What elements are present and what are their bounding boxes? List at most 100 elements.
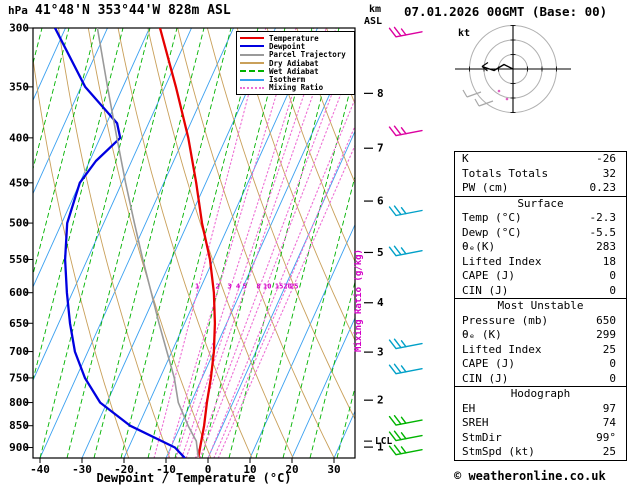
hodograph-trace [481, 63, 514, 72]
legend-item: Isotherm [240, 75, 351, 85]
mixing-ratio-value: 20 [283, 283, 291, 291]
credit: © weatheronline.co.uk [454, 469, 606, 483]
table-row: θₑ(K) 283 [455, 240, 626, 255]
wet-adiabat-line [147, 28, 259, 458]
row-value: 299 [596, 328, 616, 341]
legend-item: Temperature [240, 34, 351, 43]
section-header: Hodograph [510, 387, 571, 400]
row-label: CAPE (J) [462, 269, 515, 282]
row-label: EH [462, 401, 476, 415]
pressure-tick-label: 900 [9, 441, 29, 454]
lcl-label: LCL [375, 436, 392, 447]
table-row: CAPE (J) 0 [455, 269, 626, 284]
row-value: 650 [596, 313, 616, 327]
row-value: 0 [609, 269, 616, 282]
row-value: 25 [602, 342, 616, 356]
isotherm-line [33, 28, 108, 195]
legend-item: Mixing Ratio [240, 83, 351, 92]
dry-adiabat-line [236, 28, 355, 342]
dry-adiabat-line [296, 28, 355, 184]
wind-barb [388, 125, 423, 137]
row-value: 25 [602, 445, 616, 458]
isotherm-line [291, 316, 355, 458]
temp-tick-label: 0 [205, 463, 212, 476]
isotherm-line [33, 28, 192, 382]
temp-tick-label: -20 [114, 463, 134, 476]
wet-adiabat-line [255, 69, 355, 458]
wet-adiabat-line [93, 28, 205, 458]
indices-section: Surface Temp (°C) -2.3 Dewp (°C) -5.5 θₑ(K) 28… [454, 195, 627, 299]
pressure-tick-label: 500 [9, 217, 29, 230]
row-value: 99° [596, 430, 616, 444]
pressure-tick-label: 700 [9, 345, 29, 358]
hodograph: kt [455, 25, 571, 113]
hodograph-marker [505, 97, 509, 101]
temp-tick-label: -10 [156, 463, 176, 476]
hodograph-gray-barb [474, 98, 494, 107]
mixing-ratio-value: 4 [236, 283, 240, 291]
pressure-tick-label: 450 [9, 176, 29, 189]
row-label: CIN (J) [462, 283, 509, 297]
wind-barb [388, 205, 423, 217]
hodograph-gray-barb [462, 89, 482, 98]
isotherm-line [33, 28, 150, 288]
row-value: 0.23 [589, 181, 617, 194]
mixing-ratio-value: 15 [275, 283, 283, 291]
row-label: Pressure (mb) [462, 313, 549, 327]
hodograph-unit-label: kt [458, 28, 470, 39]
table-row: Temp (°C) -2.3 [455, 211, 626, 226]
dry-adiabat-line [266, 28, 355, 263]
dry-adiabat-line [177, 28, 335, 458]
row-label: θₑ(K) [462, 240, 496, 253]
mixing-ratio-value: 5 [243, 283, 247, 291]
table-row: PW (cm) 0.23 [455, 181, 626, 196]
table-row: Lifted Index 18 [455, 255, 626, 270]
indices-section: Hodograph EH 97 SREH 74 StmDir 99° StmSpd (kt) 2… [454, 386, 627, 461]
row-value: 0 [609, 357, 616, 370]
dry-adiabat-line [147, 28, 294, 458]
mixing-ratio-line [175, 28, 315, 458]
legend-line-sample [240, 86, 264, 89]
mixing-ratio-line [217, 144, 355, 458]
mixing-ratio-axis-label: Mixing Ratio (g/kg) [354, 249, 364, 352]
isotherm-line [165, 36, 355, 458]
km-tick-label: 2 [377, 394, 384, 407]
pressure-tick-label: 550 [9, 253, 29, 266]
plot-frame [32, 27, 356, 459]
temp-tick-label: 20 [285, 463, 298, 476]
row-label: Totals Totals [462, 166, 549, 180]
row-value: 32 [602, 166, 616, 180]
hodograph-marker [497, 89, 501, 93]
pressure-tick-label: 800 [9, 396, 29, 409]
wet-adiabat-line [66, 28, 178, 458]
right-panel: kt K -26 Totals Totals 32 PW (cm) 0.23 Surface… [452, 0, 629, 486]
dewpoint-curve [53, 28, 186, 458]
legend-item: Dry Adiabat [240, 59, 351, 68]
pressure-tick-label: 400 [9, 131, 29, 144]
dry-adiabat-line [206, 28, 355, 421]
legend-item: Parcel Trajectory [240, 50, 351, 59]
km-tick-label: 8 [377, 87, 384, 100]
isotherm-line [207, 130, 355, 458]
row-value: 283 [596, 240, 616, 253]
hodograph-grid [455, 25, 571, 113]
indices-section: Most Unstable Pressure (mb) 650 θₑ (K) 299 Li… [454, 298, 627, 387]
dry-adiabat-line [117, 28, 253, 458]
row-label: Lifted Index [462, 342, 542, 356]
indices-tables: K -26 Totals Totals 32 PW (cm) 0.23 Surface Tem… [454, 151, 627, 461]
table-row: Pressure (mb) 650 [455, 314, 626, 329]
mixing-ratio-line [195, 30, 355, 458]
indices-section: K -26 Totals Totals 32 PW (cm) 0.23 [454, 151, 627, 197]
temperature-curve [158, 28, 217, 458]
temp-tick-label: 30 [327, 463, 340, 476]
datetime-label: 07.01.2026 00GMT (Base: 00) [404, 4, 608, 19]
row-label: Dewp (°C) [462, 225, 522, 239]
row-label: Lifted Index [462, 254, 542, 268]
x-axis-label: Dewpoint / Temperature (°C) [96, 471, 292, 485]
row-value: -2.3 [589, 211, 617, 224]
mixing-ratio-line [213, 124, 355, 458]
legend-label: Isotherm [269, 75, 306, 85]
row-label: PW (cm) [462, 181, 509, 194]
wind-barb [388, 363, 423, 375]
